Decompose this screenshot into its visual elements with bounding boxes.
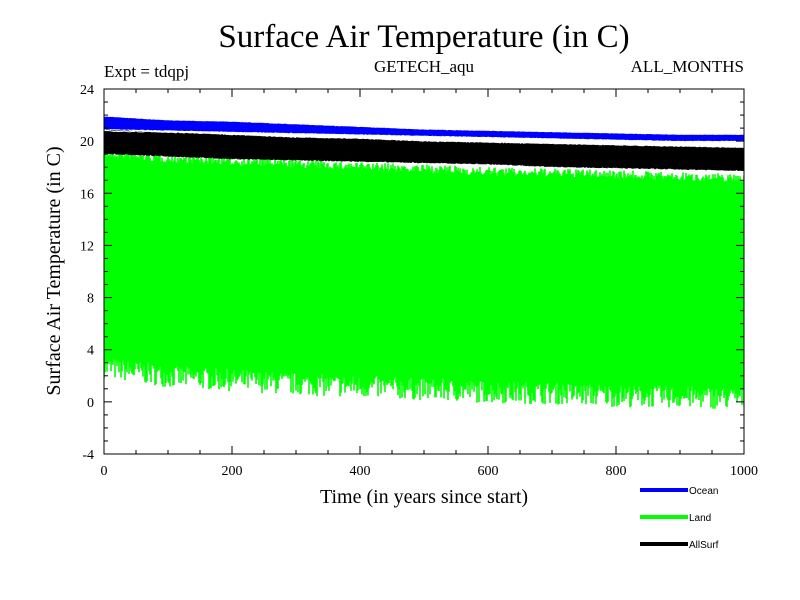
y-tick-label: 12 [80,239,94,254]
subtitle-right: ALL_MONTHS [631,57,744,76]
legend-label-allsurf: AllSurf [689,540,719,551]
series-layer [104,116,744,409]
series-band-ocean [104,116,744,142]
y-axis-label: Surface Air Temperature (in C) [43,146,65,395]
x-tick-label: 1000 [730,464,758,479]
y-tick-label: 24 [80,83,94,98]
y-tick-label: 0 [87,396,94,411]
legend: Ocean Land AllSurf [640,486,719,551]
series-land [104,151,744,409]
subtitle-center: GETECH_aqu [374,57,475,76]
x-tick-label: 400 [350,464,371,479]
y-tick-label: -4 [82,448,94,463]
legend-label-land: Land [689,513,711,524]
series-allsurf [104,129,744,171]
x-tick-label: 600 [478,464,499,479]
chart-title: Surface Air Temperature (in C) [218,19,629,55]
legend-label-ocean: Ocean [689,486,718,497]
y-tick-label: 20 [80,135,94,150]
x-tick-label: 200 [222,464,243,479]
y-tick-label: 8 [87,292,94,307]
x-tick-label: 0 [101,464,108,479]
x-tick-label: 800 [606,464,627,479]
y-tick-label: 16 [80,187,94,202]
tick-layer: -4 0 4 8 12 16 20 24 0 200 400 600 800 1000 [80,83,758,479]
subtitle-left: Expt = tdqpj [104,62,189,81]
series-separator-ocean [104,129,744,144]
series-band-land [104,151,744,409]
x-axis-label: Time (in years since start) [320,486,528,508]
series-ocean [104,116,744,144]
y-tick-label: 4 [87,344,94,359]
series-band-allsurf [104,129,744,171]
